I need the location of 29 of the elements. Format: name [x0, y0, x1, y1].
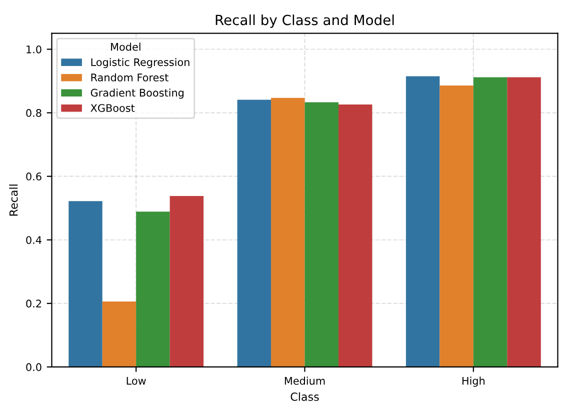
legend-label: Logistic Regression	[91, 58, 190, 68]
legend-label: XGBoost	[90, 104, 135, 112]
y-tick-label: 0.4	[26, 236, 42, 244]
y-tick-label: 1.0	[26, 45, 42, 54]
bar	[102, 302, 136, 367]
bar	[271, 98, 305, 367]
y-tick-label: 0.8	[26, 109, 42, 117]
bar	[406, 76, 440, 367]
y-tick-label: 0.0	[26, 363, 42, 372]
bar	[440, 85, 474, 367]
x-tick-label: High	[462, 376, 484, 387]
x-tick-label: Low	[126, 377, 146, 385]
bar	[507, 77, 541, 367]
legend-label: Gradient Boosting	[90, 88, 184, 99]
x-tick-label: Medium	[284, 376, 325, 385]
y-axis-title: Recall	[9, 184, 18, 216]
y-tick-label: 0.2	[26, 300, 41, 308]
bar	[473, 77, 508, 367]
x-axis-title: Class	[290, 392, 319, 401]
bar	[68, 201, 102, 367]
bar	[170, 196, 204, 367]
legend-label: Random Forest	[91, 73, 168, 82]
chart-title: Recall by Class and Model	[216, 14, 394, 28]
bar	[304, 102, 338, 367]
y-tick-label: 0.6	[26, 172, 42, 180]
legend-title: Model	[111, 42, 140, 51]
bar	[136, 212, 170, 367]
bar	[237, 100, 272, 367]
bar	[338, 104, 372, 367]
